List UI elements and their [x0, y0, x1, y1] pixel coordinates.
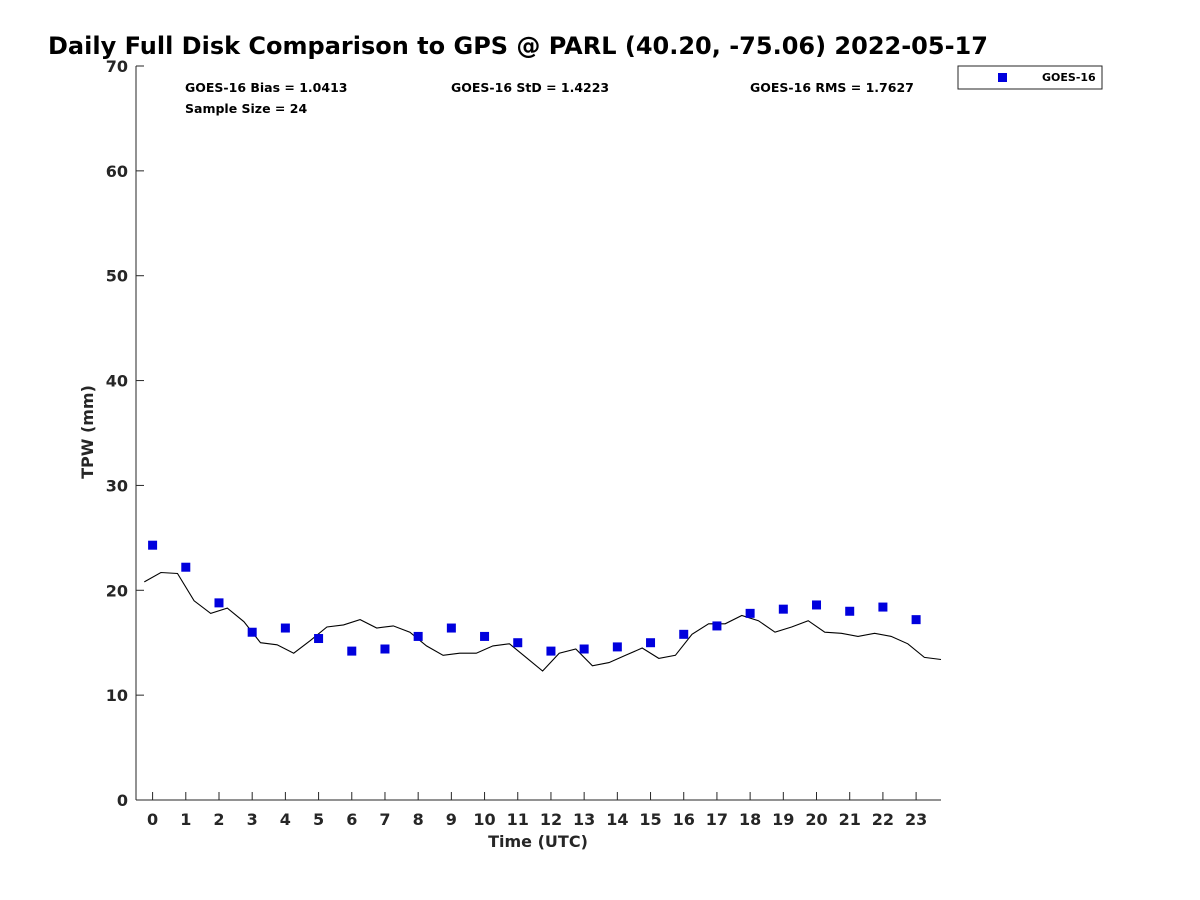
stat-std: GOES-16 StD = 1.4223	[451, 80, 609, 95]
x-tick-label: 4	[280, 810, 291, 829]
goes16-point	[612, 642, 622, 652]
y-tick-label: 10	[106, 686, 128, 705]
chart-title: Daily Full Disk Comparison to GPS @ PARL…	[48, 32, 988, 60]
goes16-point	[546, 646, 556, 656]
stat-sample-size: Sample Size = 24	[185, 101, 307, 116]
goes16-point	[712, 621, 722, 631]
goes16-point	[911, 615, 921, 625]
goes16-point	[280, 623, 290, 633]
x-tick-label: 2	[213, 810, 224, 829]
x-ticks: 0 1 2 3 4 5 6 7 8 9 10 11 12 13 14 15 16 17 18 19 20 21 22 23	[147, 792, 927, 829]
goes16-point	[214, 598, 224, 608]
x-tick-label: 11	[507, 810, 529, 829]
y-tick-label: 40	[106, 372, 128, 391]
x-tick-label: 17	[706, 810, 728, 829]
x-tick-label: 8	[413, 810, 424, 829]
goes16-point	[878, 602, 888, 612]
x-tick-label: 15	[639, 810, 661, 829]
goes16-point	[446, 623, 456, 633]
goes16-point	[679, 629, 689, 639]
goes16-points	[148, 540, 921, 656]
goes16-point	[778, 604, 788, 614]
y-tick-label: 30	[106, 476, 128, 495]
stat-rms: GOES-16 RMS = 1.7627	[750, 80, 914, 95]
y-axis-label: TPW (mm)	[78, 385, 97, 479]
x-axis-label: Time (UTC)	[488, 832, 588, 851]
goes16-point	[812, 600, 822, 610]
x-tick-label: 3	[247, 810, 258, 829]
x-tick-label: 19	[772, 810, 794, 829]
x-tick-label: 20	[805, 810, 827, 829]
gps-line	[144, 571, 942, 672]
goes16-point	[314, 634, 324, 644]
goes16-point	[413, 631, 423, 641]
x-tick-label: 1	[180, 810, 191, 829]
goes16-point	[646, 638, 656, 648]
gps-tpw-line	[144, 571, 942, 672]
y-tick-label: 60	[106, 162, 128, 181]
goes16-point	[579, 644, 589, 654]
goes16-point	[148, 540, 158, 550]
y-tick-label: 50	[106, 267, 128, 286]
x-tick-label: 16	[673, 810, 695, 829]
stat-bias: GOES-16 Bias = 1.0413	[185, 80, 347, 95]
x-tick-label: 5	[313, 810, 324, 829]
x-tick-label: 6	[346, 810, 357, 829]
x-tick-label: 23	[905, 810, 927, 829]
x-tick-label: 12	[540, 810, 562, 829]
y-ticks: 0 10 20 30 40 50 60 70	[106, 57, 144, 810]
goes16-point	[181, 562, 191, 572]
y-tick-label: 0	[117, 791, 128, 810]
y-tick-label: 70	[106, 57, 128, 76]
x-tick-label: 9	[446, 810, 457, 829]
x-tick-label: 21	[839, 810, 861, 829]
goes16-point	[380, 644, 390, 654]
x-tick-label: 13	[573, 810, 595, 829]
legend: GOES-16	[957, 65, 1103, 90]
goes16-point	[745, 608, 755, 618]
goes16-point	[347, 646, 357, 656]
x-tick-label: 10	[473, 810, 495, 829]
x-tick-label: 18	[739, 810, 761, 829]
legend-box	[957, 65, 1103, 90]
goes16-point	[480, 631, 490, 641]
legend-label-goes16: GOES-16	[1042, 71, 1096, 84]
y-tick-label: 20	[106, 581, 128, 600]
goes16-point	[513, 638, 523, 648]
legend-marker-goes16	[998, 73, 1007, 82]
x-tick-label: 0	[147, 810, 158, 829]
x-tick-label: 7	[379, 810, 390, 829]
x-tick-label: 22	[872, 810, 894, 829]
x-tick-label: 14	[606, 810, 628, 829]
goes16-point	[845, 606, 855, 616]
goes16-point	[247, 627, 257, 637]
